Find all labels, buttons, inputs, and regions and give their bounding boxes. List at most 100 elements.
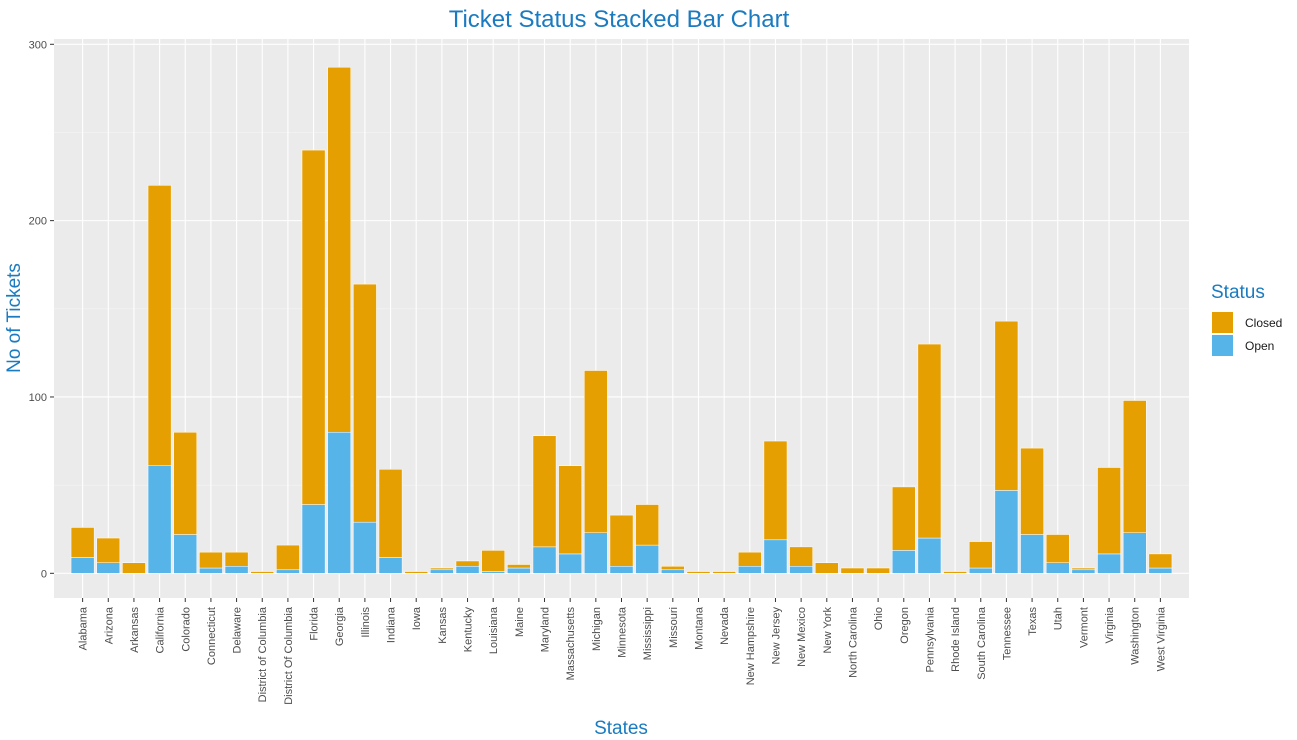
bar-closed (1122, 400, 1147, 534)
legend: Status Closed Open (1211, 282, 1282, 356)
bar-open (763, 539, 788, 574)
bar-closed (917, 343, 942, 539)
bar-closed (1020, 447, 1044, 535)
bar-open (558, 553, 582, 574)
x-tick-label: Montana (693, 606, 705, 650)
bar-open (1148, 567, 1173, 574)
bar-closed (301, 149, 326, 505)
bar-closed (994, 320, 1019, 491)
x-tick-label: New Hampshire (745, 607, 757, 685)
x-tick-label: Rhode Island (950, 607, 962, 672)
bar-open (430, 569, 454, 574)
x-tick-label: Maine (514, 607, 526, 637)
x-tick-label: Arkansas (129, 607, 141, 653)
bar-open (70, 557, 95, 574)
bar-open (635, 544, 659, 574)
x-tick-label: Massachusetts (565, 607, 577, 681)
x-tick-label: Tennessee (1001, 607, 1013, 660)
x-tick-label: California (155, 606, 167, 653)
bar-open (661, 569, 685, 574)
x-tick-label: Missouri (668, 607, 680, 648)
x-tick-label: Michigan (591, 607, 603, 651)
bar-closed (430, 567, 454, 571)
bar-closed (507, 564, 531, 569)
x-tick-label: Iowa (411, 606, 423, 630)
bar-open (276, 569, 300, 574)
x-axis-title: States (594, 718, 648, 739)
x-tick-label: Connecticut (206, 607, 218, 665)
bar-closed (891, 486, 916, 551)
bar-open (224, 566, 249, 574)
bar-closed (968, 541, 993, 569)
x-tick-label: Minnesota (617, 606, 629, 658)
x-tick-label: Texas (1027, 607, 1039, 636)
x-tick-label: New Mexico (796, 607, 808, 667)
bar-closed (532, 435, 557, 548)
bar-closed (455, 560, 480, 567)
bar-closed (840, 567, 865, 574)
x-tick-label: Virginia (1104, 606, 1116, 643)
bar-open (1071, 569, 1096, 574)
bar-closed (147, 185, 172, 466)
bar-closed (943, 571, 967, 574)
bar-open (1045, 562, 1070, 574)
bar-open (481, 571, 505, 574)
bar-open (173, 534, 198, 574)
bar-closed (224, 551, 249, 567)
x-tick-label: Oregon (899, 607, 911, 644)
bar-closed (250, 571, 275, 574)
bar-open (1020, 534, 1044, 574)
bar-open (147, 465, 172, 574)
bar-closed (173, 431, 198, 535)
bar-closed (1148, 553, 1173, 569)
x-tick-label: Nevada (719, 606, 731, 645)
bar-closed (763, 440, 788, 541)
bar-open (609, 566, 634, 574)
y-axis-title: No of Tickets (4, 263, 25, 373)
x-tick-label: Louisiana (488, 606, 500, 654)
y-tick-label: 100 (29, 392, 47, 404)
x-axis: Alabama Arizona Arkansas California Colorado… (78, 598, 1167, 705)
bar-closed (481, 550, 505, 572)
x-tick-label: Pennsylvania (924, 606, 936, 672)
x-tick-label: Ohio (873, 607, 885, 630)
bar-open (327, 431, 352, 574)
bar-closed (1045, 534, 1070, 563)
x-tick-label: Kentucky (463, 607, 475, 653)
x-tick-label: North Carolina (847, 606, 859, 678)
x-tick-label: Alabama (78, 606, 90, 650)
bar-closed (738, 551, 762, 567)
x-tick-label: District Of Columbia (283, 606, 295, 705)
x-tick-label: West Virginia (1155, 606, 1167, 671)
legend-swatch-open (1212, 335, 1233, 356)
x-tick-label: Colorado (180, 607, 192, 652)
x-tick-label: Maryland (540, 607, 552, 652)
x-tick-label: New Jersey (770, 607, 782, 665)
bar-closed (353, 283, 377, 523)
bar-open (199, 567, 223, 574)
bar-closed (661, 566, 685, 571)
bar-open (891, 550, 916, 574)
x-tick-label: Florida (309, 606, 321, 641)
legend-title: Status (1211, 282, 1265, 303)
bar-open (968, 567, 993, 574)
bar-open (96, 562, 121, 574)
bar-open (455, 566, 480, 574)
bar-closed (635, 504, 659, 546)
bar-open (301, 504, 326, 574)
bar-closed (96, 537, 121, 563)
x-tick-label: Kansas (437, 607, 449, 644)
y-axis: 0 100 200 300 (29, 39, 54, 580)
chart-title: Ticket Status Stacked Bar Chart (449, 6, 790, 33)
bar-closed (558, 465, 582, 555)
bar-open (532, 546, 557, 574)
y-tick-label: 200 (29, 216, 47, 228)
bar-closed (378, 469, 403, 558)
bar-open (994, 490, 1019, 574)
bar-closed (584, 370, 608, 534)
bar-closed (199, 551, 223, 569)
bars-group (70, 66, 1173, 574)
y-tick-label: 300 (29, 39, 47, 51)
bar-closed (789, 546, 813, 567)
